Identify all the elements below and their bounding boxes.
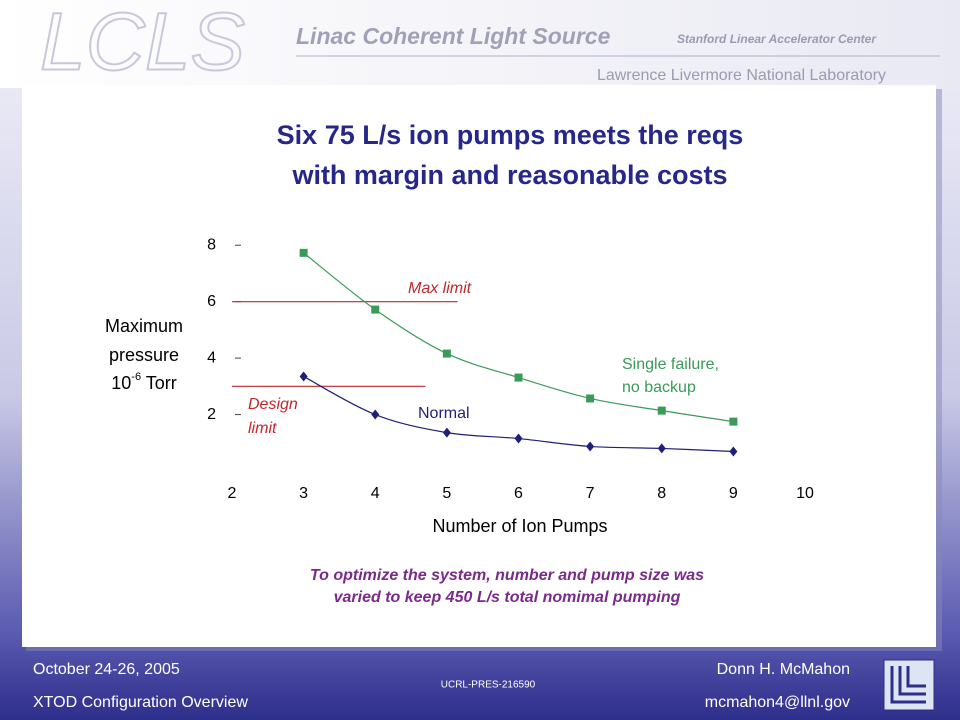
y-axis-label-part: 10 [111, 373, 131, 393]
x-axis-label: Number of Ion Pumps [432, 516, 607, 536]
y-axis-label: pressure [109, 345, 179, 365]
point [299, 371, 308, 382]
caption: To optimize the system, number and pump … [310, 567, 704, 584]
caption: varied to keep 450 L/s total nomimal pum… [334, 589, 681, 606]
series-label: Single failure, [622, 356, 719, 373]
point [371, 305, 380, 314]
logo: LCLS [40, 0, 245, 88]
point [442, 349, 451, 358]
x-tick-label: 2 [228, 485, 237, 502]
point [586, 441, 595, 452]
lab-name: Stanford Linear Accelerator Center [677, 32, 877, 46]
y-tick-label: 2 [207, 406, 216, 423]
chart-title: with margin and reasonable costs [291, 160, 727, 190]
x-tick-label: 6 [514, 485, 523, 502]
point [586, 394, 595, 403]
chart-title: Six 75 L/s ion pumps meets the reqs [277, 120, 744, 150]
chart: Six 75 L/s ion pumps meets the reqs with … [105, 120, 814, 606]
header-band [0, 0, 960, 88]
footer-logo [883, 659, 935, 711]
x-tick-label: 9 [729, 485, 738, 502]
footer-event: XTOD Configuration Overview [33, 694, 248, 711]
y-tick-label: 4 [207, 349, 216, 366]
point [371, 409, 380, 420]
footer-report: UCRL-PRES-216590 [441, 680, 536, 691]
point [299, 248, 308, 257]
y-axis-label: Maximum [105, 316, 183, 336]
x-tick-label: 10 [796, 485, 814, 502]
x-tick-label: 7 [586, 485, 595, 502]
project-name: Linac Coherent Light Source [296, 23, 611, 49]
x-tick-label: 8 [657, 485, 666, 502]
series-label: Normal [418, 405, 470, 422]
y-tick-label: 6 [207, 293, 216, 310]
logo-mark [890, 666, 926, 704]
point [657, 443, 666, 454]
y-axis-label-part: -6 [131, 371, 141, 383]
point [514, 433, 523, 444]
footer-author: Donn H. McMahon [717, 661, 850, 678]
point [657, 406, 666, 415]
y-tick-label: 8 [207, 236, 216, 253]
reference-label: Max limit [408, 280, 472, 297]
footer-email: mcmahon4@llnl.gov [705, 694, 850, 711]
point [729, 417, 738, 426]
x-tick-label: 3 [299, 485, 308, 502]
point [442, 427, 451, 438]
lab-name: Lawrence Livermore National Laboratory [597, 67, 886, 84]
plot-area [232, 217, 805, 471]
footer-date: October 24-26, 2005 [33, 661, 180, 678]
series-label: no backup [622, 379, 696, 396]
reference-label: Design [248, 396, 298, 413]
point [514, 373, 523, 382]
reference-label: limit [248, 420, 277, 437]
y-axis-label: 10-6 Torr [111, 371, 177, 393]
point [729, 446, 738, 457]
x-tick-label: 4 [371, 485, 380, 502]
y-axis-label-part: Torr [141, 373, 177, 393]
x-tick-label: 5 [442, 485, 451, 502]
